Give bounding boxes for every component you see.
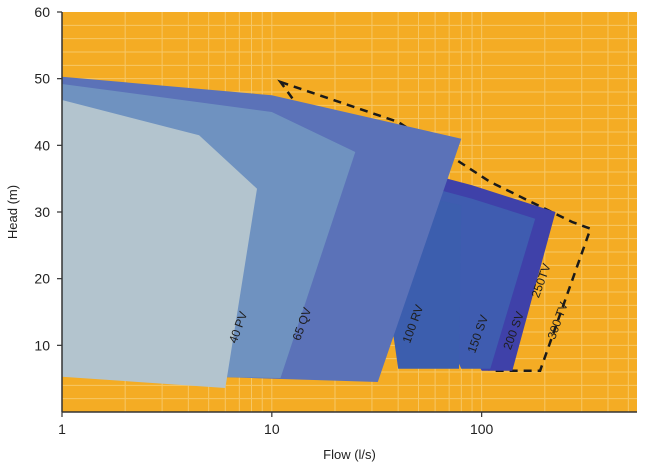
x-tick-label: 100 — [470, 421, 494, 437]
y-axis-title: Head (m) — [5, 185, 20, 239]
x-tick-label: 1 — [58, 421, 66, 437]
y-tick-label: 60 — [34, 4, 50, 20]
series-areas — [62, 76, 593, 388]
series-area-40-pv — [62, 100, 257, 388]
x-axis-title: Flow (l/s) — [323, 447, 376, 462]
y-tick-label: 20 — [34, 271, 50, 287]
x-tick-label: 10 — [264, 421, 280, 437]
y-tick-label: 30 — [34, 204, 50, 220]
y-tick-label: 10 — [34, 337, 50, 353]
y-tick-label: 50 — [34, 71, 50, 87]
tick-labels: 1 10 100 10 20 30 40 50 60 — [34, 4, 493, 437]
y-tick-label: 40 — [34, 137, 50, 153]
